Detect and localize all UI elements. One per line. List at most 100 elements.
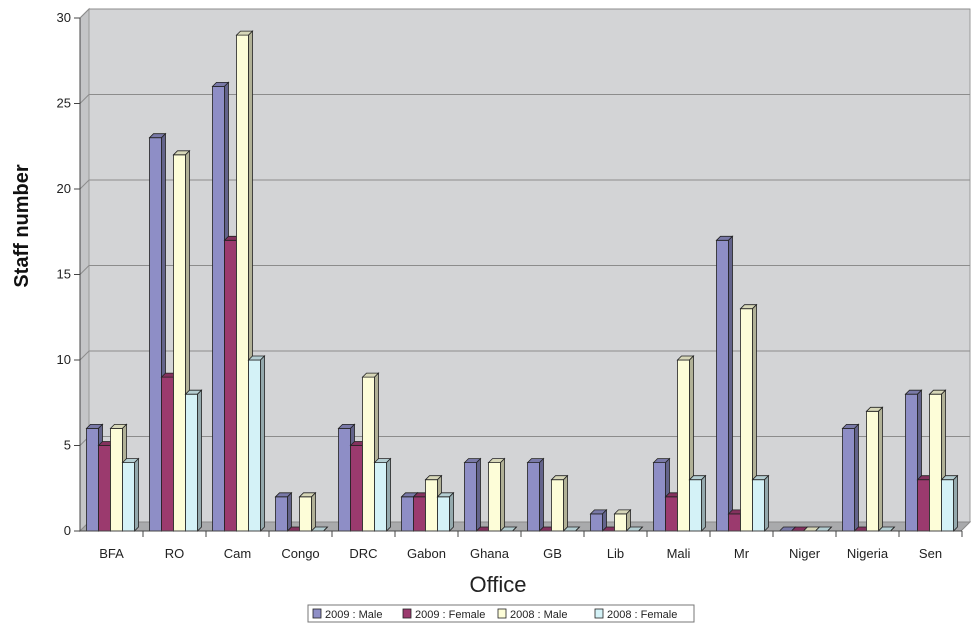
- bar-2009-male-nigeria: [841, 423, 860, 532]
- bar-2008-male-ghana: [487, 457, 506, 532]
- x-tick-label: Ghana: [470, 546, 510, 561]
- bar-front: [866, 410, 879, 532]
- bar-front: [275, 496, 288, 532]
- bar-2008-female-congo: [310, 526, 329, 532]
- x-tick-label: Niger: [789, 546, 821, 561]
- bar-front: [551, 479, 564, 532]
- x-tick-label: Cam: [224, 546, 251, 561]
- bar-front: [401, 496, 414, 532]
- bar-front: [161, 376, 174, 532]
- bar-front: [413, 496, 426, 532]
- bar-2009-male-mr: [715, 235, 734, 532]
- bar-front: [374, 462, 387, 532]
- bar-front: [653, 462, 666, 532]
- bar-front: [338, 427, 351, 532]
- bar-front: [464, 462, 477, 532]
- bar-front: [437, 496, 450, 532]
- bar-side: [728, 235, 733, 532]
- y-tick-label: 10: [57, 352, 71, 367]
- gridline: [79, 350, 970, 361]
- bar-front: [905, 393, 918, 532]
- legend-swatch: [497, 608, 507, 619]
- bar-front: [212, 86, 225, 532]
- bar-front: [488, 462, 501, 532]
- bar-front: [362, 376, 375, 532]
- bar-front: [248, 359, 261, 532]
- bar-front: [425, 479, 438, 532]
- bar-side: [512, 526, 517, 532]
- bar-front: [689, 479, 702, 532]
- bar-front: [86, 427, 99, 532]
- bar-side: [323, 526, 328, 532]
- bar-side: [476, 457, 481, 532]
- bar-front: [941, 479, 954, 532]
- bar-side: [197, 389, 202, 532]
- bar-2009-male-lib: [589, 508, 608, 532]
- legend-swatch: [402, 608, 412, 619]
- bar-side: [764, 474, 769, 532]
- bar-front: [728, 513, 741, 532]
- y-tick-label: 0: [64, 523, 71, 538]
- bar-front: [224, 239, 237, 532]
- bar-side: [575, 526, 580, 532]
- x-tick-label: Mali: [667, 546, 691, 561]
- bar-2008-female-mr: [751, 474, 770, 532]
- bar-side: [311, 491, 316, 532]
- bar-side: [287, 491, 292, 532]
- x-tick-label: GB: [543, 546, 562, 561]
- bar-side: [854, 423, 859, 532]
- bar-front: [740, 308, 753, 532]
- bar-side: [260, 355, 265, 532]
- bar-front: [149, 137, 162, 532]
- bar-2008-male-nigeria: [865, 406, 884, 532]
- bar-side: [638, 526, 643, 532]
- legend: 2009 : Male 2009 : Female 2008 : Male 2008 …: [307, 604, 695, 623]
- x-tick-label: Congo: [281, 546, 319, 561]
- bar-side: [953, 474, 958, 532]
- bar-front: [98, 445, 111, 532]
- bar-front: [236, 34, 249, 532]
- bar-side: [878, 406, 883, 532]
- bar-front: [614, 513, 627, 532]
- bar-front: [185, 393, 198, 532]
- gridline: [79, 265, 970, 275]
- bar-2008-female-ro: [184, 389, 203, 532]
- legend-swatch: [312, 608, 322, 619]
- x-axis: BFA RO Cam Congo DRC Gabon Ghana GB Lib Mali Mr Nig…: [80, 530, 963, 561]
- x-tick-label: Mr: [734, 546, 750, 561]
- bar-front: [173, 154, 186, 532]
- bar-2008-male-gb: [550, 474, 569, 532]
- bar-front: [752, 479, 765, 532]
- gridline: [79, 94, 970, 104]
- y-tick-label: 20: [57, 181, 71, 196]
- bar-front: [122, 462, 135, 532]
- bar-2008-female-cam: [247, 355, 266, 532]
- bar-side: [890, 526, 895, 532]
- y-tick-label: 25: [57, 96, 71, 111]
- y-axis-title: Staff number: [11, 164, 33, 288]
- bar-front: [917, 479, 930, 532]
- bar-2008-male-lib: [613, 508, 632, 532]
- bar-side: [449, 491, 454, 532]
- x-tick-label: Gabon: [407, 546, 446, 561]
- bar-side: [563, 474, 568, 532]
- bar-side: [827, 526, 832, 532]
- bar-front: [527, 462, 540, 532]
- bar-front: [842, 427, 855, 532]
- bar-front: [677, 359, 690, 532]
- gridline: [79, 179, 970, 190]
- bar-side: [539, 457, 544, 532]
- x-tick-label: Nigeria: [847, 546, 889, 561]
- x-tick-label: RO: [165, 546, 185, 561]
- bar-front: [665, 496, 678, 532]
- x-tick-label: Lib: [607, 546, 624, 561]
- x-tick-label: Sen: [919, 546, 942, 561]
- bar-2008-female-mali: [688, 474, 707, 532]
- y-tick-label: 5: [64, 438, 71, 453]
- bar-2008-female-drc: [373, 457, 392, 532]
- bar-side: [500, 457, 505, 532]
- gridline: [79, 8, 970, 19]
- bar-2009-male-gb: [526, 457, 545, 532]
- bar-front: [110, 427, 123, 532]
